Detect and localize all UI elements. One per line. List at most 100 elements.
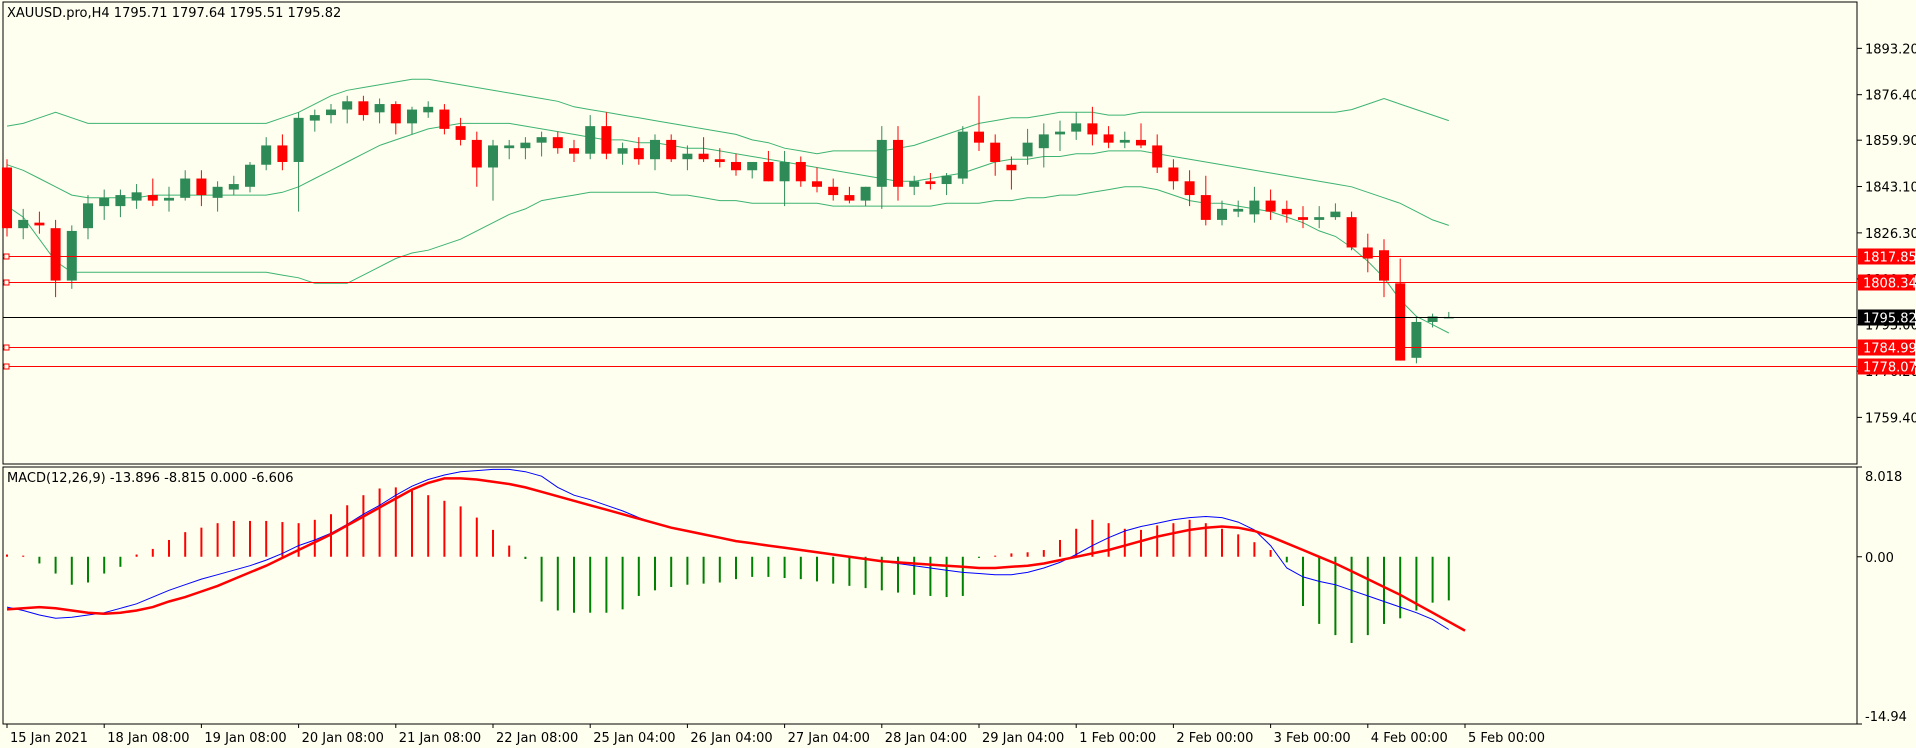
- candle: [1022, 128, 1033, 165]
- candle: [390, 101, 401, 135]
- candle: [633, 137, 644, 165]
- candle: [309, 109, 320, 132]
- candle-body: [682, 153, 693, 160]
- price-level-label: 1817.85: [1863, 251, 1916, 266]
- candle: [812, 167, 822, 193]
- candle-body: [893, 139, 903, 187]
- candle-body: [974, 131, 984, 143]
- candle-body: [164, 197, 174, 201]
- candle-body: [34, 222, 45, 226]
- candle-body: [617, 148, 628, 154]
- candle-body: [455, 126, 466, 140]
- candle-body: [147, 195, 158, 201]
- candle: [990, 134, 1001, 176]
- price-level-anchor[interactable]: [3, 279, 10, 286]
- candle: [1217, 200, 1227, 226]
- candle-body: [2, 167, 12, 229]
- candle: [844, 186, 855, 204]
- current-price-badge: [1858, 309, 1915, 326]
- current-price-label: 1795.82: [1863, 312, 1916, 327]
- candle-body: [1362, 247, 1373, 259]
- candle-body: [909, 181, 920, 187]
- candle-body: [779, 161, 790, 182]
- candle-body: [1411, 321, 1422, 358]
- candle: [795, 156, 806, 187]
- candle: [1006, 156, 1017, 190]
- candle-body: [261, 145, 272, 165]
- candle: [196, 170, 207, 207]
- candle-body: [828, 186, 839, 196]
- candle: [2, 159, 12, 237]
- candle-body: [115, 195, 126, 207]
- candle-body: [876, 139, 887, 187]
- candle-body: [471, 139, 482, 168]
- candle-body: [601, 126, 612, 154]
- candle-body: [228, 184, 239, 190]
- candle: [569, 139, 579, 162]
- price-level-badge: [1858, 274, 1915, 291]
- candle-body: [212, 186, 223, 198]
- candle-body: [1395, 283, 1406, 361]
- candle-body: [196, 178, 207, 196]
- macd-panel[interactable]: 8.018 0.00 -14.94 MACD(12,26,9) -13.896 -8…: [2, 466, 1907, 725]
- price-tick-label: 1859.90: [1865, 134, 1916, 149]
- candle-body: [309, 115, 320, 121]
- candle-body: [439, 109, 450, 129]
- candle-body: [698, 153, 709, 160]
- price-level-anchor[interactable]: [3, 344, 10, 351]
- candle: [714, 148, 725, 168]
- candle-body: [180, 178, 191, 198]
- price-panel[interactable]: 1893.201876.401859.901843.101826.301809.…: [2, 1, 1916, 465]
- price-level-anchor[interactable]: [3, 253, 10, 260]
- time-tick-label: 19 Jan 08:00: [204, 731, 286, 746]
- candle: [83, 195, 93, 240]
- candle: [212, 181, 223, 212]
- candle-body: [1346, 217, 1357, 248]
- macd-axis: 8.018 0.00 -14.94: [1857, 466, 1907, 725]
- candle: [1330, 203, 1341, 220]
- candle-body: [1071, 123, 1082, 132]
- candle: [601, 112, 612, 160]
- candle-body: [552, 137, 563, 149]
- candle-body: [763, 161, 774, 182]
- candle: [115, 189, 126, 218]
- candle-body: [520, 142, 531, 149]
- candle: [893, 126, 903, 201]
- candle-body: [1103, 134, 1114, 143]
- time-tick-label: 29 Jan 04:00: [982, 731, 1064, 746]
- horizontal-levels: [3, 253, 1857, 370]
- candle: [860, 186, 871, 207]
- price-level-anchor[interactable]: [3, 363, 10, 370]
- candle: [552, 131, 563, 154]
- candle: [1395, 258, 1406, 361]
- candle-body: [1055, 131, 1065, 135]
- candle: [423, 101, 434, 118]
- candle-body: [277, 145, 288, 162]
- candle: [828, 178, 839, 201]
- time-tick-label: 26 Jan 04:00: [690, 731, 772, 746]
- candle-body: [50, 228, 61, 281]
- macd-panel-frame: [2, 466, 1858, 725]
- candle: [1184, 170, 1195, 207]
- time-tick-label: 18 Jan 08:00: [107, 731, 189, 746]
- candle: [1314, 206, 1325, 229]
- candle-body: [99, 197, 110, 207]
- price-level-badge: [1858, 358, 1915, 375]
- candle: [228, 175, 239, 196]
- candle: [131, 184, 142, 209]
- candle-body: [504, 145, 515, 149]
- candle: [1281, 200, 1292, 223]
- time-tick-label: 27 Jan 04:00: [788, 731, 870, 746]
- candle: [585, 115, 596, 160]
- candle: [974, 95, 984, 151]
- candle: [520, 137, 531, 160]
- price-level-badge: [1858, 339, 1915, 356]
- candle: [374, 98, 385, 124]
- candle: [617, 142, 628, 165]
- candle-body: [245, 164, 255, 187]
- macd-tick-label: 8.018: [1865, 470, 1902, 485]
- candle: [407, 106, 417, 135]
- candle: [1200, 175, 1211, 226]
- candle: [261, 137, 272, 171]
